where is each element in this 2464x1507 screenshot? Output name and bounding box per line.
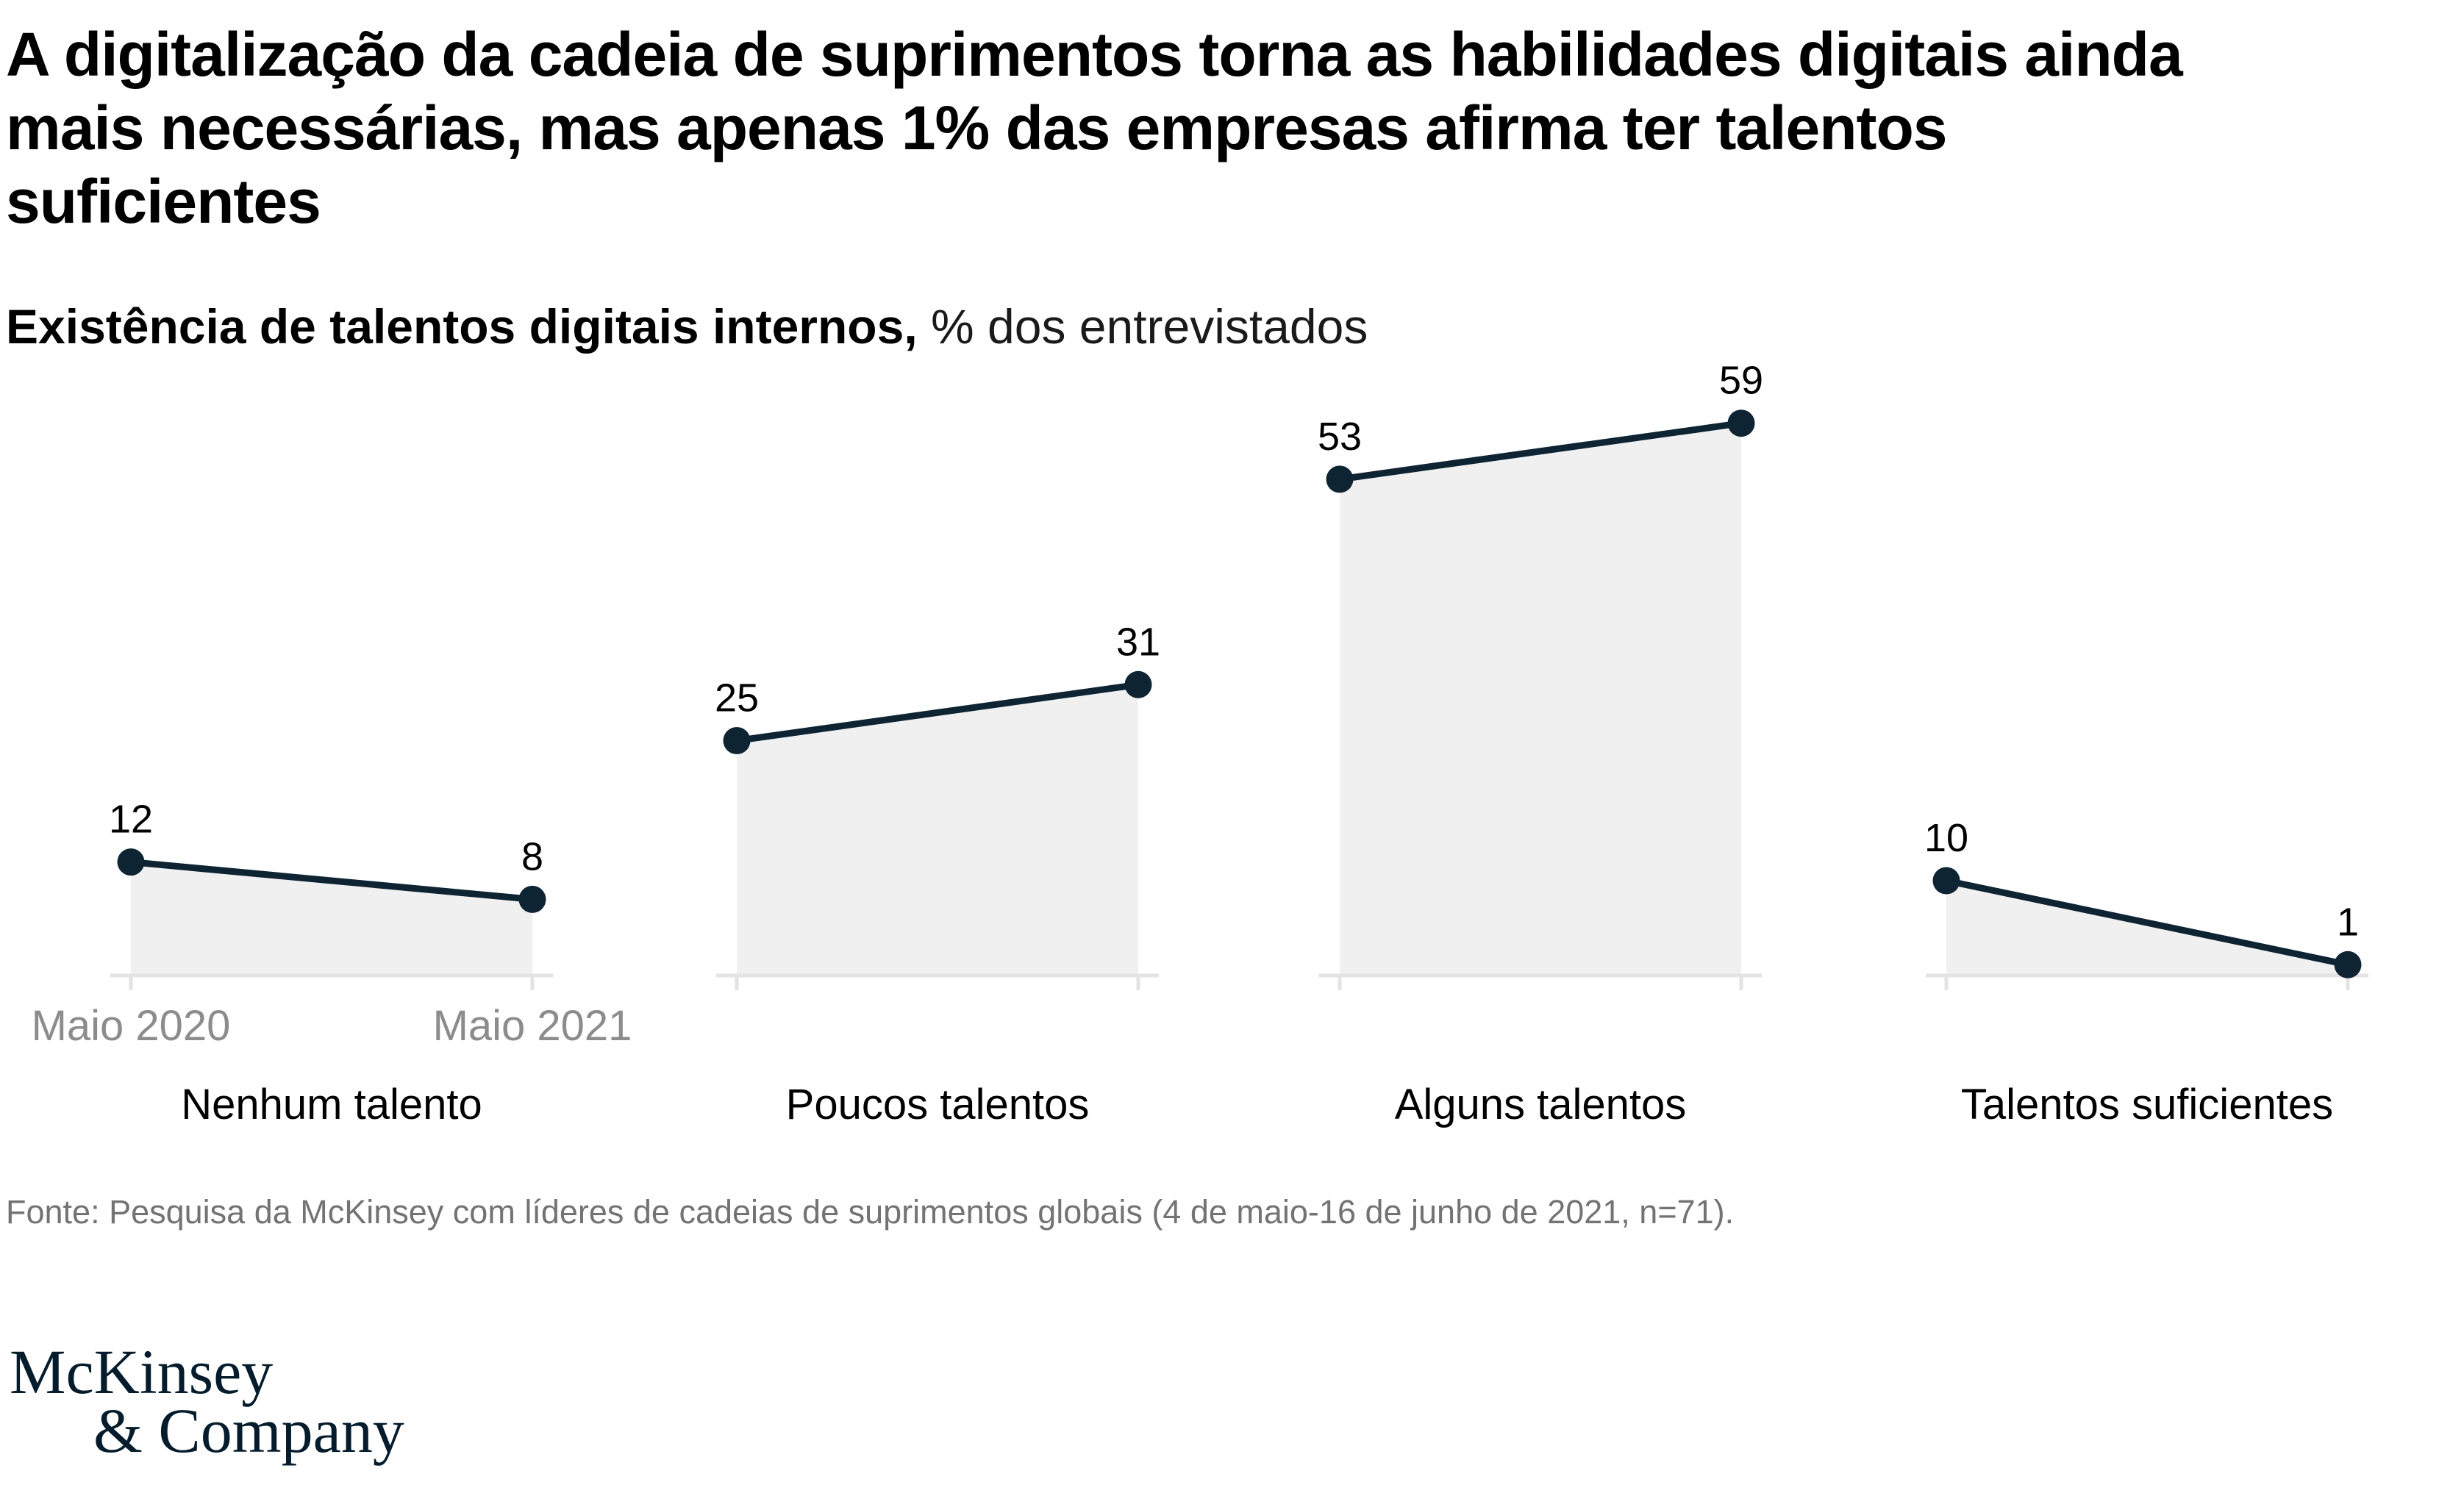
data-point-3-2 bbox=[1727, 409, 1755, 437]
page-title-line-3: suficientes bbox=[6, 167, 321, 236]
area-fill-2 bbox=[737, 684, 1138, 974]
x-tick-label-may-2021: Maio 2021 bbox=[433, 1002, 632, 1050]
value-label-2-2: 31 bbox=[1116, 620, 1160, 664]
value-label-4-1: 10 bbox=[1924, 816, 1968, 860]
trend-line-2 bbox=[733, 681, 1142, 744]
chart-subtitle-unit: % dos entrevistados bbox=[917, 299, 1368, 354]
value-label-4-2: 1 bbox=[2337, 900, 2359, 944]
data-point-1-1 bbox=[117, 848, 145, 876]
data-point-3-1 bbox=[1326, 465, 1354, 493]
area-fill-1 bbox=[131, 862, 532, 974]
value-label-1-2: 8 bbox=[521, 834, 543, 878]
data-point-2-1 bbox=[723, 727, 751, 754]
category-label-4: Talentos suficientes bbox=[1961, 1081, 2333, 1128]
value-label-3-2: 59 bbox=[1719, 359, 1763, 403]
category-label-1: Nenhum talento bbox=[181, 1081, 482, 1128]
value-label-3-1: 53 bbox=[1318, 415, 1362, 459]
data-point-2-2 bbox=[1124, 670, 1152, 698]
value-label-2-1: 25 bbox=[715, 676, 759, 720]
mckinsey-logo-line-1: McKinsey bbox=[10, 1336, 274, 1407]
data-point-4-2 bbox=[2334, 951, 2362, 978]
page-title-line-2: mais necessárias, mas apenas 1% das empr… bbox=[6, 93, 1948, 162]
data-point-1-2 bbox=[518, 885, 546, 913]
mckinsey-logo-line-2: & Company bbox=[93, 1395, 404, 1466]
trend-line-3 bbox=[1336, 420, 1745, 483]
chart-subtitle-measure: Existência de talentos digitais internos… bbox=[6, 299, 918, 354]
trend-line-1 bbox=[127, 859, 536, 903]
data-point-4-1 bbox=[1932, 867, 1960, 895]
trend-line-4 bbox=[1943, 877, 2351, 968]
source-note: Fonte: Pesquisa da McKinsey com líderes … bbox=[6, 1193, 1735, 1231]
x-tick-label-may-2020: Maio 2020 bbox=[32, 1002, 231, 1050]
category-label-2: Poucos talentos bbox=[786, 1081, 1090, 1128]
area-fill-3 bbox=[1340, 423, 1741, 974]
page-title: A digitalização da cadeia de suprimentos… bbox=[6, 18, 2454, 238]
category-label-3: Alguns talentos bbox=[1395, 1081, 1687, 1128]
mckinsey-logo: McKinsey & Company bbox=[10, 1336, 404, 1466]
page-title-line-1: A digitalização da cadeia de suprimentos… bbox=[6, 20, 2183, 89]
chart-subtitle: Existência de talentos digitais internos… bbox=[6, 300, 1368, 353]
value-label-1-1: 12 bbox=[109, 798, 153, 842]
